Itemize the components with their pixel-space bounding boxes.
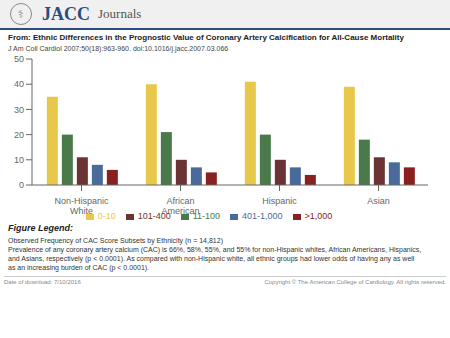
svg-text:40: 40: [14, 79, 24, 89]
svg-text:20: 20: [14, 130, 24, 140]
svg-text:Asian: Asian: [367, 196, 390, 206]
svg-text:10: 10: [14, 155, 24, 165]
svg-text:AfricanAmerican: AfricanAmerican: [161, 196, 199, 216]
svg-text:50: 50: [14, 54, 24, 64]
svg-text:30: 30: [14, 105, 24, 115]
svg-text:Hispanic: Hispanic: [262, 196, 297, 206]
svg-text:0: 0: [19, 180, 24, 190]
svg-text:Non-HispanicWhite: Non-HispanicWhite: [54, 196, 109, 216]
